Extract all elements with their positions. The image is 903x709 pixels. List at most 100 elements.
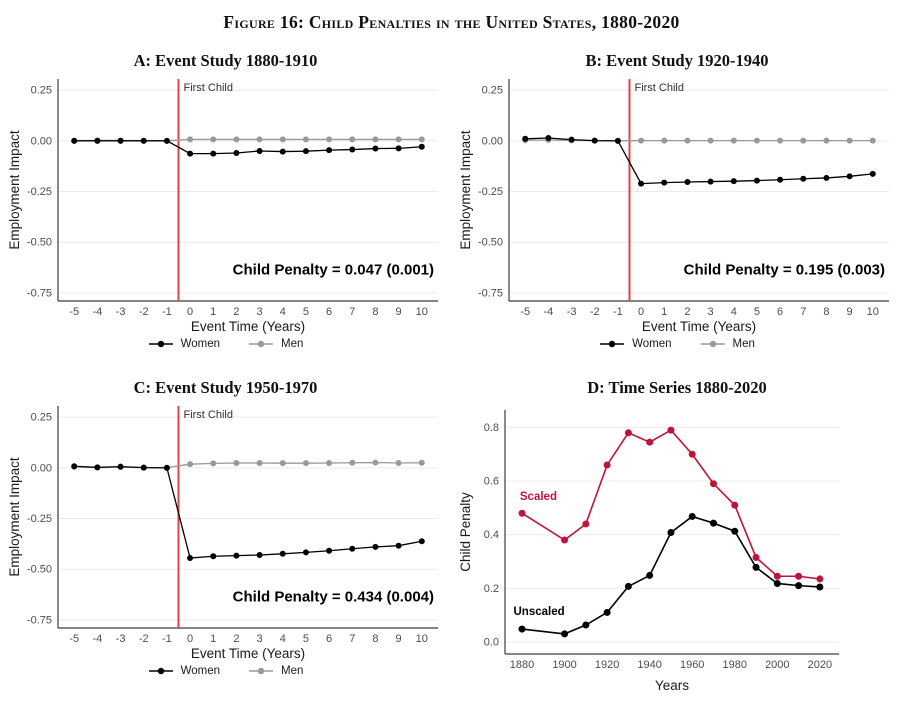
- y-axis-title: Child Penalty: [458, 492, 473, 572]
- scaled-series-point: [603, 461, 611, 469]
- men-series-point: [418, 459, 425, 466]
- x-tick-label: 9: [395, 306, 401, 318]
- women-series-point: [800, 175, 807, 182]
- scaled-series-point: [667, 426, 675, 434]
- x-tick-label: 1980: [723, 659, 747, 671]
- x-tick-label: 10: [415, 633, 427, 645]
- women-series-point: [869, 170, 876, 177]
- men-series-point: [869, 137, 876, 144]
- panel-c-title: C: Event Study 1950-1970: [133, 378, 318, 397]
- unscaled-series-point: [752, 563, 760, 571]
- women-series-point: [140, 464, 147, 471]
- x-tick-label: 5: [302, 306, 308, 318]
- unscaled-series-point: [582, 621, 590, 629]
- y-tick-label: -0.75: [478, 287, 503, 299]
- y-tick-label: -0.25: [478, 186, 503, 198]
- men-series-point: [707, 137, 714, 144]
- women-series-point: [70, 137, 77, 144]
- x-axis-title: Event Time (Years): [190, 319, 304, 334]
- women-series-point: [730, 178, 737, 185]
- x-tick-label: 0: [187, 633, 193, 645]
- y-tick-label: -0.50: [478, 237, 503, 249]
- x-tick-label: 9: [395, 633, 401, 645]
- women-series-point: [302, 549, 309, 556]
- women-series-point: [186, 555, 193, 562]
- women-series-line: [73, 465, 422, 559]
- panel-b-chart: 0.25 0.00 -0.25 -0.50 -0.75 -5 -4 -3 -2 -1 0 1 2 3 4 5 6…: [458, 79, 889, 334]
- x-tick-label: 6: [777, 306, 783, 318]
- legend-item-women: Women: [148, 338, 220, 350]
- y-tick-label: 0.25: [30, 412, 51, 424]
- unscaled-series-point: [561, 630, 569, 638]
- women-series-point: [163, 464, 170, 471]
- unscaled-series-point: [667, 529, 675, 537]
- scaled-series-point: [582, 520, 590, 528]
- x-tick-label: -2: [138, 633, 148, 645]
- women-series-point: [707, 178, 714, 185]
- x-tick-label: 5: [754, 306, 760, 318]
- x-tick-label: 10: [415, 306, 427, 318]
- women-series-point: [418, 143, 425, 150]
- women-series-point: [348, 545, 355, 552]
- women-series-point: [209, 150, 216, 157]
- men-series-point: [418, 136, 425, 143]
- y-tick-label: 0.00: [30, 135, 51, 147]
- x-tick-label: -3: [567, 306, 577, 318]
- x-tick-label: 0: [638, 306, 644, 318]
- unscaled-series-point: [816, 583, 824, 591]
- figure-page: Figure 16: Child Penalties in the United…: [7, 12, 903, 694]
- y-tick-label: 0.2: [484, 583, 499, 595]
- women-series-point: [348, 146, 355, 153]
- figure-title: Figure 16: Child Penalties in the United…: [223, 12, 680, 32]
- x-tick-label: -3: [115, 306, 125, 318]
- men-series-point: [302, 136, 309, 143]
- x-tick-label: 4: [731, 306, 737, 318]
- women-series-point: [325, 547, 332, 554]
- unscaled-series-point: [646, 571, 654, 579]
- men-series-point: [209, 460, 216, 467]
- x-tick-label: 8: [823, 306, 829, 318]
- unscaled-series-point: [731, 527, 739, 535]
- x-tick-label: -1: [613, 306, 623, 318]
- y-tick-label: 0.00: [482, 135, 503, 147]
- x-tick-label: -2: [138, 306, 148, 318]
- scaled-series-point: [561, 536, 569, 544]
- x-tick-label: 3: [256, 306, 262, 318]
- y-tick-label: -0.75: [26, 287, 51, 299]
- women-series-point: [163, 137, 170, 144]
- women-series-line: [73, 140, 422, 155]
- unscaled-series-line: [521, 515, 820, 635]
- x-tick-label: 1940: [637, 659, 661, 671]
- men-series-point: [371, 136, 378, 143]
- x-tick-label: 1: [210, 633, 216, 645]
- men-series-point: [325, 136, 332, 143]
- men-series-point: [209, 136, 216, 143]
- panel-d-title: D: Time Series 1880-2020: [587, 378, 767, 397]
- women-series-point: [823, 174, 830, 181]
- y-tick-label: -0.25: [26, 513, 51, 525]
- women-series-point: [93, 137, 100, 144]
- x-tick-label: 6: [326, 306, 332, 318]
- men-series-point: [348, 136, 355, 143]
- women-series-point: [209, 553, 216, 560]
- x-axis-title: Years: [655, 678, 689, 693]
- women-series-point: [753, 177, 760, 184]
- men-series-point: [348, 459, 355, 466]
- women-legend-key-icon: [148, 340, 173, 348]
- women-series-point: [846, 173, 853, 180]
- panel-d: D: Time Series 1880-2020 0.0 0.2 0.4 0.6 0.8…: [451, 364, 903, 694]
- x-tick-label: 4: [279, 633, 285, 645]
- women-series-point: [232, 150, 239, 156]
- men-series-point: [638, 137, 645, 144]
- x-tick-label: 1: [661, 306, 667, 318]
- x-tick-label: -1: [162, 633, 172, 645]
- y-tick-label: 0.0: [484, 636, 499, 648]
- men-series-point: [395, 136, 402, 143]
- x-tick-label: -5: [520, 306, 530, 318]
- x-tick-label: 2020: [808, 659, 832, 671]
- panel-a-chart: 0.25 0.00 -0.25 -0.50 -0.75 -5 -4 -3 -2 -1 0 1 2 3 4 5 6…: [7, 79, 438, 334]
- unscaled-series-point: [603, 608, 611, 616]
- x-tick-label: 8: [372, 633, 378, 645]
- women-series-point: [93, 464, 100, 471]
- legend-item-women: Women: [148, 665, 220, 677]
